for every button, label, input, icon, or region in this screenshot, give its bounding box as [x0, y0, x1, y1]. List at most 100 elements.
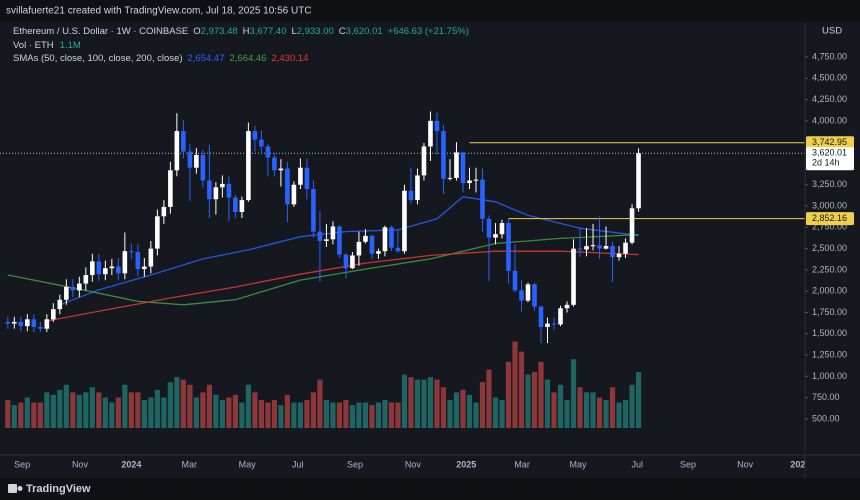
- candle-body: [265, 146, 271, 158]
- candle-body: [460, 152, 466, 184]
- volume-bar: [135, 392, 141, 428]
- volume-bar: [245, 384, 251, 428]
- candle-body: [25, 319, 30, 327]
- candle-body: [421, 146, 427, 176]
- volume-bar: [161, 397, 167, 428]
- volume-bar: [343, 400, 349, 428]
- sma-value: 2,654.47: [188, 53, 225, 64]
- candle-body: [584, 246, 589, 250]
- sma-line: [46, 250, 639, 322]
- volume-bar: [297, 402, 304, 428]
- candle-body: [304, 167, 310, 190]
- candle-body: [148, 248, 154, 267]
- y-tick-label: 1,000.00: [812, 371, 847, 381]
- y-tick-label: 2,500.00: [812, 243, 847, 253]
- volume-bar: [5, 400, 11, 428]
- volume-bar: [11, 405, 17, 428]
- volume-bar: [102, 397, 108, 428]
- volume-bar: [70, 392, 76, 428]
- candle-body: [590, 245, 596, 247]
- candle-body: [252, 131, 258, 140]
- candle-body: [18, 321, 24, 327]
- candle-body: [200, 154, 206, 181]
- x-tick-label: Jul: [631, 459, 643, 469]
- candle-body: [597, 245, 602, 249]
- legend-title: Ethereum / U.S. Dollar · 1W · COINBASE: [13, 26, 188, 37]
- volume-bar: [421, 379, 427, 428]
- level-label: 3,742.95: [812, 137, 847, 147]
- candle-body: [155, 216, 160, 249]
- volume-bar: [440, 387, 447, 428]
- author-line: svillafuerte21 created with TradingView.…: [6, 6, 312, 17]
- volume-bar: [635, 372, 642, 428]
- y-tick-label: 4,500.00: [812, 73, 847, 83]
- volume-bar: [486, 369, 492, 428]
- candle-body: [480, 179, 485, 219]
- candle-body: [103, 268, 108, 275]
- volume-bar: [122, 384, 128, 428]
- volume-bar: [206, 384, 212, 428]
- candle-body: [532, 284, 537, 307]
- volume-bar: [362, 402, 369, 428]
- candle-body: [428, 120, 433, 147]
- volume-bar: [167, 382, 173, 428]
- volume-bar: [232, 394, 238, 428]
- candle-body: [135, 252, 141, 270]
- volume-bar: [616, 402, 622, 428]
- sma-value: 2,664.46: [229, 53, 266, 64]
- last-price-box: [806, 147, 854, 171]
- volume-bar: [557, 384, 564, 428]
- volume-bar: [609, 387, 616, 428]
- candle-body: [161, 206, 167, 217]
- volume-bar: [460, 389, 466, 428]
- volume-bar: [551, 392, 557, 428]
- y-tick-label: 4,250.00: [812, 94, 847, 104]
- legend-value: 3,620.01: [346, 26, 383, 37]
- bar-countdown: 2d 14h: [812, 158, 840, 168]
- legend-sma: SMAs (50, close, 100, close, 200, close)…: [13, 53, 308, 64]
- y-tick-label: 1,250.00: [812, 349, 847, 359]
- candle-body: [220, 183, 225, 188]
- volume-bar: [115, 397, 121, 428]
- level-label: 2,852.16: [812, 213, 847, 223]
- x-tick-label: Nov: [737, 459, 754, 469]
- volume-bar: [304, 400, 310, 428]
- volume-bar: [193, 397, 199, 428]
- candle-body: [12, 321, 17, 324]
- volume-bar: [265, 402, 271, 428]
- candle-body: [5, 321, 11, 324]
- volume-bar: [473, 402, 479, 428]
- volume-bar: [83, 392, 89, 428]
- price-axis: [805, 22, 860, 478]
- candle-body: [337, 226, 342, 255]
- legend-key: C: [339, 26, 346, 37]
- candle-body: [415, 175, 420, 201]
- volume-bar: [57, 389, 63, 428]
- candle-body: [194, 154, 199, 168]
- legend-key: L: [292, 26, 297, 37]
- volume-bar: [427, 377, 434, 428]
- volume-bar: [271, 400, 278, 428]
- candle-body: [122, 251, 128, 274]
- x-tick-label: Sep: [680, 459, 696, 469]
- legend-value: 2,973.48: [201, 26, 238, 37]
- candle-body: [324, 239, 329, 241]
- candle-body: [142, 266, 147, 270]
- volume-bar: [518, 351, 525, 428]
- footer-logo: [8, 484, 23, 493]
- volume-title: Vol · ETH: [13, 40, 54, 51]
- candle-body: [538, 306, 544, 327]
- volume-bar: [89, 387, 95, 428]
- volume-bar: [323, 400, 330, 428]
- candle-body: [213, 187, 219, 200]
- candle-body: [506, 223, 511, 271]
- candle-body: [363, 235, 368, 242]
- volume-bar: [453, 392, 460, 428]
- candle-body: [233, 197, 238, 213]
- candle-body: [382, 227, 388, 252]
- volume-last: 1.1M: [60, 40, 81, 51]
- volume-bar: [44, 392, 50, 428]
- candle-body: [499, 223, 505, 235]
- legend-change: +646.63 (+21.75%): [388, 26, 469, 37]
- y-tick-label: 4,000.00: [812, 115, 847, 125]
